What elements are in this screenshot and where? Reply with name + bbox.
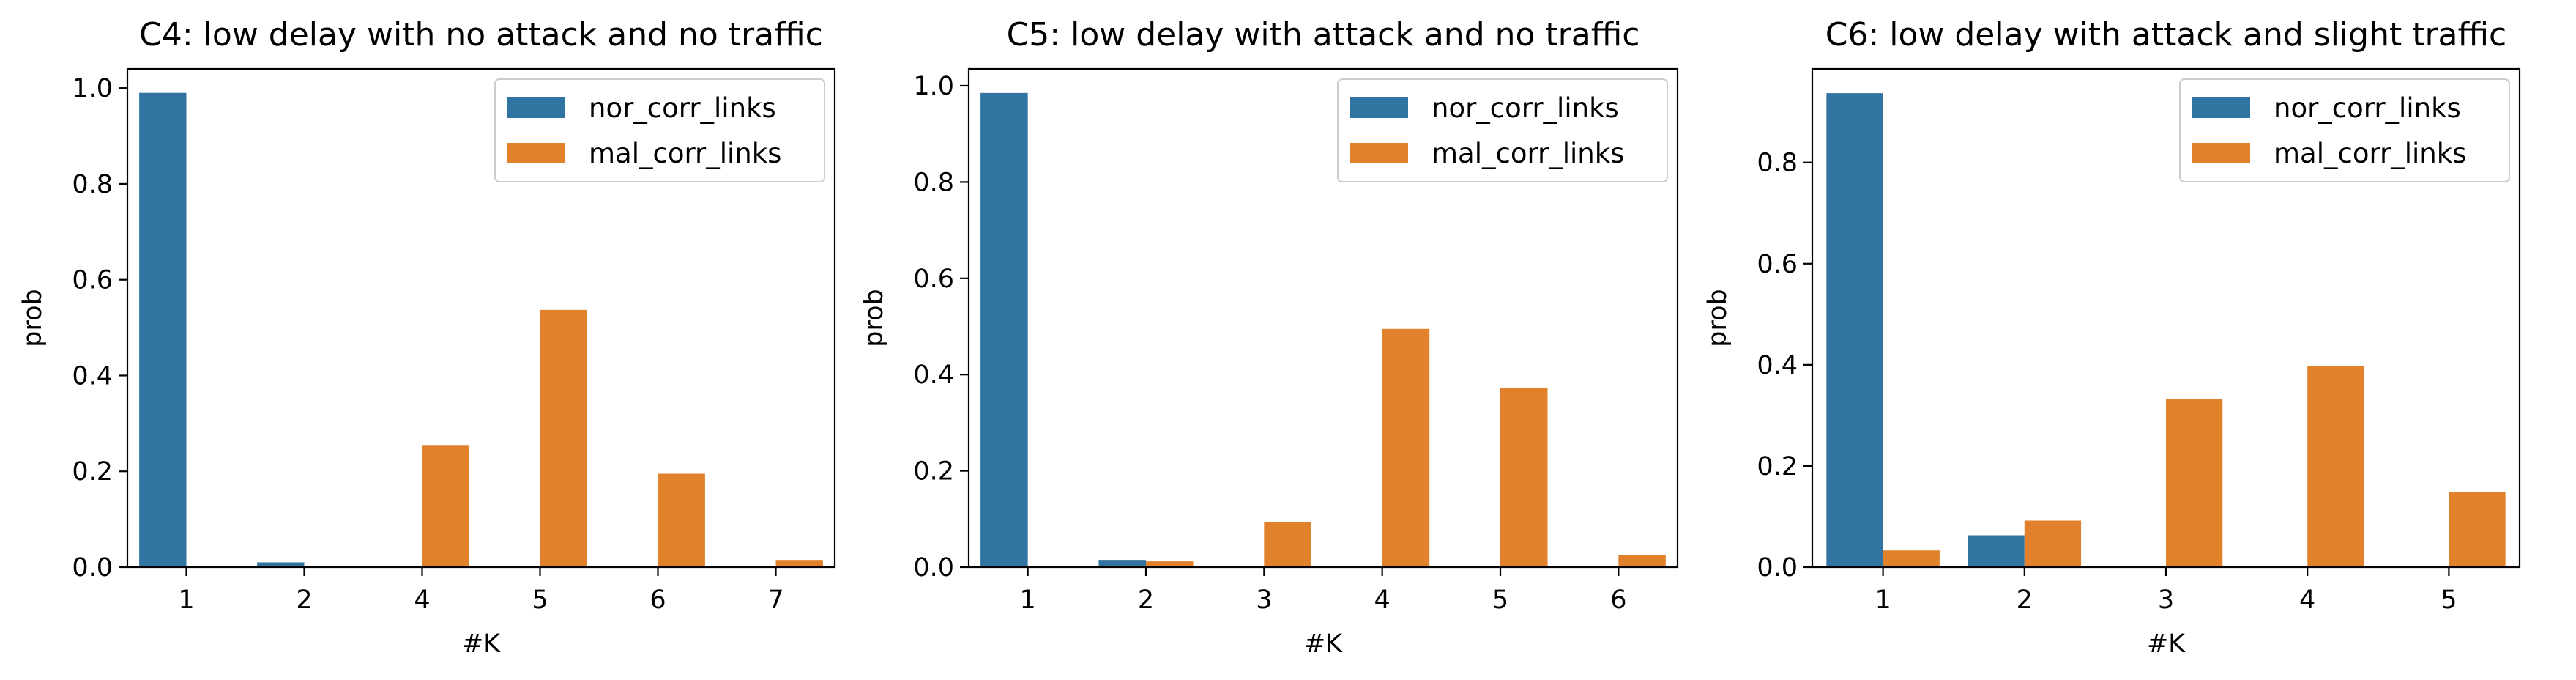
x-tick-label: 1 [178, 585, 194, 615]
bar-mal_corr_links-3 [1264, 522, 1311, 567]
plot-frame [126, 67, 836, 569]
chart-title: C5: low delay with attack and no traffic [1007, 16, 1640, 53]
y-tick-label: 0.8 [1757, 149, 1798, 178]
y-tick-label: 1.0 [72, 74, 113, 103]
bar-nor_corr_links-1 [980, 92, 1028, 568]
bar-mal_corr_links-4 [2307, 366, 2364, 567]
legend-swatch-nor_corr_links [2192, 97, 2250, 118]
bar-mal_corr_links-1 [1883, 550, 1940, 567]
y-tick-label: 0.8 [72, 170, 113, 199]
chart-title: C6: low delay with attack and slight tra… [1825, 16, 2507, 53]
x-axis-label: #K [2147, 629, 2186, 659]
x-tick-label: 5 [532, 585, 548, 615]
legend-label-mal_corr_links: mal_corr_links [589, 138, 781, 169]
plot-frame [967, 67, 1679, 569]
x-tick-label: 7 [767, 585, 783, 615]
y-tick-label: 1.0 [913, 72, 954, 101]
x-tick-label: 4 [1374, 585, 1391, 615]
legend-swatch-mal_corr_links [2192, 143, 2250, 163]
legend-box [1337, 78, 1668, 182]
y-axis-label: prob [860, 289, 889, 347]
bar-mal_corr_links-3 [2166, 399, 2223, 567]
bar-mal_corr_links-6 [1618, 555, 1666, 567]
bar-mal_corr_links-5 [2449, 492, 2506, 567]
legend-box [2179, 78, 2510, 182]
chart-panel-1: 1 2 4 5 6 7 0.0 0.2 0.4 0.6 0.8 1.0 C4: low delay wi… [18, 16, 836, 659]
x-axis-label: #K [1304, 629, 1343, 659]
legend: nor_corr_links mal_corr_links [2179, 78, 2510, 182]
x-tick-label: 2 [2017, 585, 2033, 615]
legend-swatch-mal_corr_links [507, 143, 565, 163]
legend: nor_corr_links mal_corr_links [494, 78, 825, 182]
y-tick-label: 0.8 [913, 168, 954, 197]
legend-label-nor_corr_links: nor_corr_links [1432, 92, 1619, 124]
legend-label-mal_corr_links: mal_corr_links [2274, 138, 2466, 169]
chart-panel-2: 1 2 3 4 5 6 0.0 0.2 0.4 0.6 0.8 1.0 C5: low delay wi… [860, 16, 1679, 659]
x-tick-label: 1 [1020, 585, 1036, 615]
bar-mal_corr_links-6 [658, 473, 705, 567]
bar-nor_corr_links-2 [257, 562, 305, 567]
x-tick-label: 6 [649, 585, 666, 615]
legend-label-nor_corr_links: nor_corr_links [589, 92, 776, 124]
y-tick-label: 0.2 [72, 457, 113, 487]
bar-nor_corr_links-1 [1826, 93, 1883, 567]
y-tick-label: 0.0 [913, 553, 954, 583]
bar-nor_corr_links-2 [1968, 535, 2025, 567]
bar-nor_corr_links-1 [139, 92, 187, 567]
x-tick-label: 4 [414, 585, 430, 615]
legend-box [494, 78, 825, 182]
legend-swatch-nor_corr_links [507, 97, 565, 118]
legend: nor_corr_links mal_corr_links [1337, 78, 1668, 182]
bar-mal_corr_links-4 [1382, 328, 1430, 567]
bar-mal_corr_links-2 [2024, 520, 2082, 567]
bar-mal_corr_links-2 [1146, 561, 1194, 567]
x-tick-label: 4 [2299, 585, 2315, 615]
x-tick-label: 6 [1610, 585, 1626, 615]
y-tick-label: 0.6 [913, 265, 954, 294]
x-tick-label: 5 [1492, 585, 1508, 615]
y-tick-label: 0.2 [1757, 452, 1798, 481]
x-tick-label: 3 [1256, 585, 1272, 615]
y-tick-label: 0.6 [1757, 250, 1798, 279]
y-axis-label: prob [18, 289, 48, 347]
legend-label-nor_corr_links: nor_corr_links [2274, 92, 2461, 124]
x-tick-label: 1 [1875, 585, 1891, 615]
bar-nor_corr_links-2 [1098, 560, 1146, 567]
bar-mal_corr_links-5 [540, 309, 587, 567]
y-tick-label: 0.6 [72, 266, 113, 295]
x-tick-label: 2 [296, 585, 312, 615]
x-axis-label: #K [462, 629, 501, 659]
y-tick-label: 0.4 [72, 361, 113, 391]
y-tick-label: 0.4 [1757, 351, 1798, 380]
x-tick-label: 3 [2158, 585, 2174, 615]
y-tick-label: 0.0 [72, 553, 113, 583]
y-tick-label: 0.4 [913, 361, 954, 390]
y-tick-label: 0.2 [913, 457, 954, 487]
x-tick-label: 2 [1138, 585, 1154, 615]
bar-mal_corr_links-7 [775, 560, 823, 567]
bar-mal_corr_links-4 [422, 445, 469, 567]
legend-swatch-mal_corr_links [1350, 143, 1408, 163]
chart-title: C4: low delay with no attack and no traf… [139, 16, 823, 53]
x-tick-label: 5 [2441, 585, 2457, 615]
y-axis-label: prob [1703, 289, 1732, 347]
y-tick-label: 0.0 [1757, 553, 1798, 583]
legend-swatch-nor_corr_links [1350, 97, 1408, 118]
chart-panel-3: 1 2 3 4 5 0.0 0.2 0.4 0.6 0.8 C6: low delay with a… [1703, 16, 2521, 659]
bar-mal_corr_links-5 [1500, 387, 1548, 567]
legend-label-mal_corr_links: mal_corr_links [1432, 138, 1624, 169]
